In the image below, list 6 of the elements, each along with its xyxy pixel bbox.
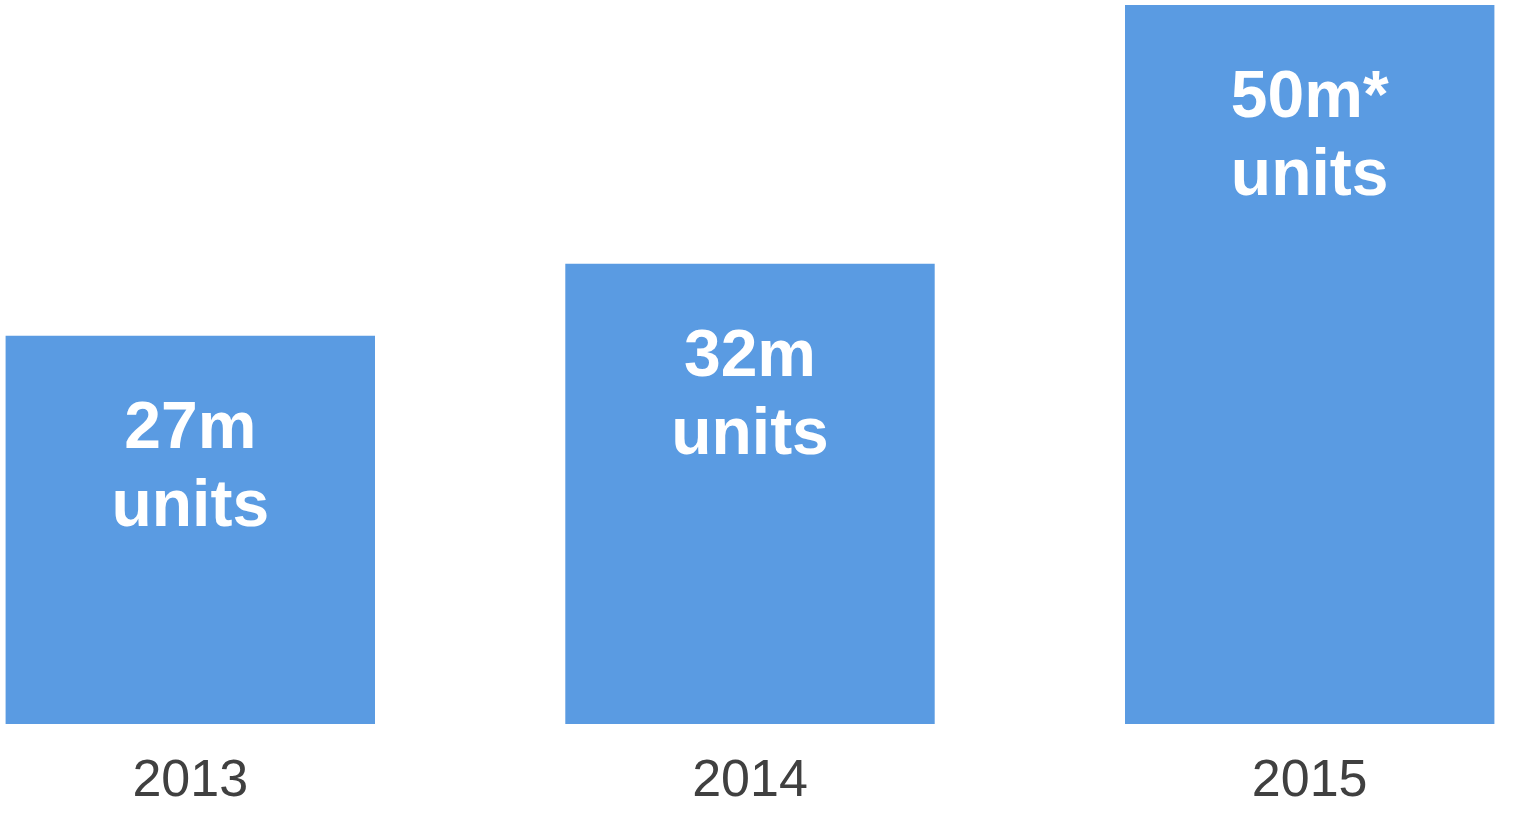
data-label: 50m* units <box>1230 57 1389 209</box>
data-label: 32m units <box>671 315 829 468</box>
data-label: 27m units <box>111 387 270 540</box>
x-tick-label: 2013 <box>132 748 249 807</box>
x-tick-label: 2014 <box>692 748 808 807</box>
x-tick-label: 2015 <box>1251 748 1368 807</box>
